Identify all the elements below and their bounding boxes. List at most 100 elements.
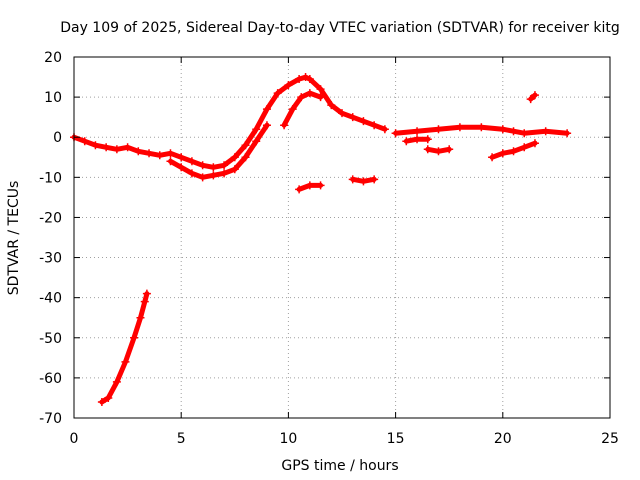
x-tick-label: 15 — [387, 431, 405, 447]
data-point — [301, 73, 310, 82]
data-point — [177, 163, 186, 172]
data-point — [252, 137, 261, 146]
data-point — [295, 75, 304, 84]
data-point — [187, 157, 196, 166]
series-track-lower — [168, 122, 270, 180]
y-tick-label: -20 — [39, 210, 62, 226]
data-point — [220, 169, 229, 178]
x-tick-label: 0 — [70, 431, 79, 447]
data-point — [402, 137, 411, 146]
data-point — [155, 151, 164, 160]
data-point — [288, 105, 297, 114]
y-tick-label: -40 — [39, 291, 62, 307]
plot-frame — [73, 56, 611, 419]
x-tick-label: 5 — [177, 431, 186, 447]
data-series — [70, 73, 572, 406]
data-point — [413, 135, 422, 144]
data-point — [445, 145, 454, 154]
y-tick-label: -50 — [39, 331, 62, 347]
data-point — [520, 143, 529, 152]
data-point — [359, 177, 368, 186]
data-point — [145, 149, 154, 158]
data-point — [413, 127, 422, 136]
data-point — [80, 137, 89, 146]
y-tick-label: 10 — [44, 90, 62, 106]
data-point — [121, 357, 130, 366]
data-point — [140, 297, 149, 306]
x-tick-label: 10 — [279, 431, 297, 447]
data-point — [130, 333, 139, 342]
data-point — [316, 181, 325, 190]
data-point — [305, 75, 314, 84]
x-axis-label: GPS time / hours — [281, 458, 398, 474]
y-tick-label: -70 — [39, 411, 62, 427]
data-point — [423, 145, 432, 154]
data-point — [102, 143, 111, 152]
data-point — [498, 149, 507, 158]
x-tick-label: 20 — [494, 431, 512, 447]
data-point — [520, 129, 529, 138]
y-tick-label: -30 — [39, 251, 62, 267]
data-point — [252, 125, 261, 134]
data-point — [280, 121, 289, 130]
y-axis-label: SDTVAR / TECUs — [6, 181, 22, 296]
chart-title: Day 109 of 2025, Sidereal Day-to-day VTE… — [60, 20, 620, 36]
data-point — [391, 129, 400, 138]
data-point — [295, 185, 304, 194]
data-point — [273, 89, 282, 98]
data-point — [338, 109, 346, 118]
data-point — [104, 393, 113, 402]
data-point — [177, 153, 186, 162]
y-tick-label: 20 — [44, 50, 62, 66]
data-point — [530, 139, 539, 148]
data-point — [509, 147, 518, 156]
data-point — [455, 123, 464, 132]
data-point — [198, 173, 207, 182]
data-point — [230, 165, 239, 174]
data-point — [380, 125, 389, 134]
data-point — [220, 161, 229, 170]
data-point — [241, 153, 250, 162]
data-point — [297, 93, 306, 102]
data-point — [348, 113, 357, 122]
data-point — [498, 125, 507, 134]
data-point — [198, 161, 207, 170]
series-track-afternoon — [393, 124, 570, 136]
data-point — [477, 123, 486, 132]
data-point — [134, 147, 143, 156]
y-tick-label: -60 — [39, 371, 62, 387]
data-point — [241, 141, 250, 150]
y-tick-label: -10 — [39, 170, 62, 186]
data-point — [434, 125, 443, 134]
data-point — [348, 175, 357, 184]
data-point — [509, 127, 518, 136]
data-point — [209, 171, 218, 180]
data-point — [112, 377, 121, 386]
data-point — [370, 175, 379, 184]
data-point — [359, 117, 368, 126]
data-point — [97, 397, 106, 406]
data-point — [488, 153, 497, 162]
data-point — [305, 89, 314, 98]
data-point — [327, 101, 336, 110]
data-point — [563, 129, 572, 138]
data-point — [370, 121, 379, 130]
data-point — [284, 81, 293, 90]
data-point — [91, 141, 100, 150]
data-point — [305, 181, 314, 190]
data-point — [142, 289, 151, 298]
series-track-main — [71, 74, 388, 170]
data-point — [230, 153, 239, 162]
axis-ticks: 0 5 10 15 20 25 20 10 0 -10 -20 -30 -40 -50 -60 -70 — [39, 50, 619, 447]
data-point — [166, 157, 175, 166]
data-point — [316, 85, 325, 94]
data-point — [423, 135, 432, 144]
data-point — [187, 169, 196, 178]
data-point — [136, 313, 145, 322]
data-point — [530, 91, 539, 100]
data-point — [209, 163, 218, 172]
data-point — [316, 93, 325, 102]
data-point — [526, 95, 535, 104]
data-point — [262, 105, 271, 114]
